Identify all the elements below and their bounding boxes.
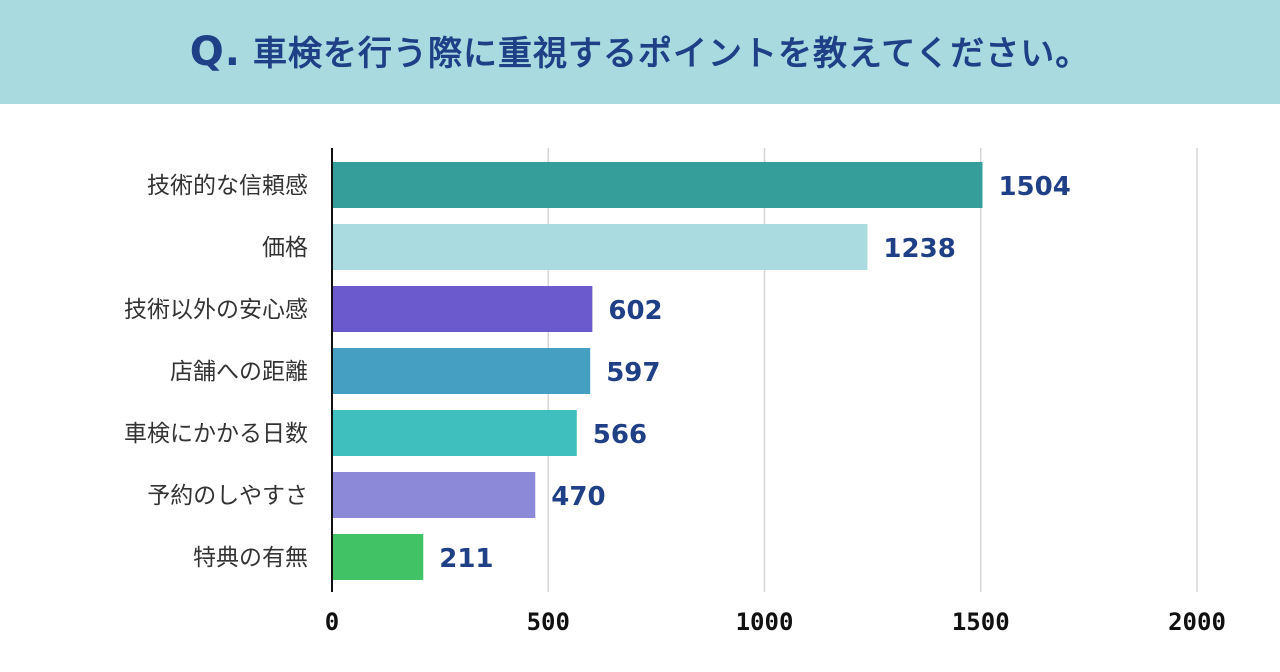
value-label-7: 211 [439,544,493,574]
category-label-4: 店舗への距離 [170,359,308,385]
value-label-4: 597 [606,358,660,388]
value-label-1: 1504 [998,172,1070,202]
value-label-6: 470 [551,482,605,512]
page-title: Q. 車検を行う際に重視するポイントを教えてください。 [0,0,1280,104]
x-tick-label-0: 0 [325,608,339,636]
bar-6 [332,472,536,518]
question-prefix: Q. [189,29,241,75]
bar-3 [332,286,593,332]
bar-2 [332,224,868,270]
category-label-2: 価格 [262,235,308,261]
x-tick-label-1000: 1000 [736,608,794,636]
category-label-5: 車検にかかる日数 [124,421,308,447]
bar-5 [332,410,577,456]
value-label-5: 566 [593,420,647,450]
bar-4 [332,348,591,394]
category-label-1: 技術的な信頼感 [147,173,308,199]
x-tick-label-500: 500 [527,608,570,636]
value-label-3: 602 [608,296,662,326]
question-text: 車検を行う際に重視するポイントを教えてください。 [252,34,1091,74]
x-tick-label-2000: 2000 [1168,608,1226,636]
header-banner: Q. 車検を行う際に重視するポイントを教えてください。 [0,0,1280,104]
bar-1 [332,162,983,208]
category-label-6: 予約のしやすさ [147,483,308,509]
category-label-3: 技術以外の安心感 [124,297,308,323]
category-label-7: 特典の有無 [193,545,308,571]
x-tick-label-1500: 1500 [952,608,1010,636]
bar-chart: 技術的な信頼感 1504 価格 1238 技術以外の安心感 602 店舗への距離 597 車検に… [124,148,1226,636]
bar-7 [332,534,424,580]
value-label-2: 1238 [883,234,955,264]
